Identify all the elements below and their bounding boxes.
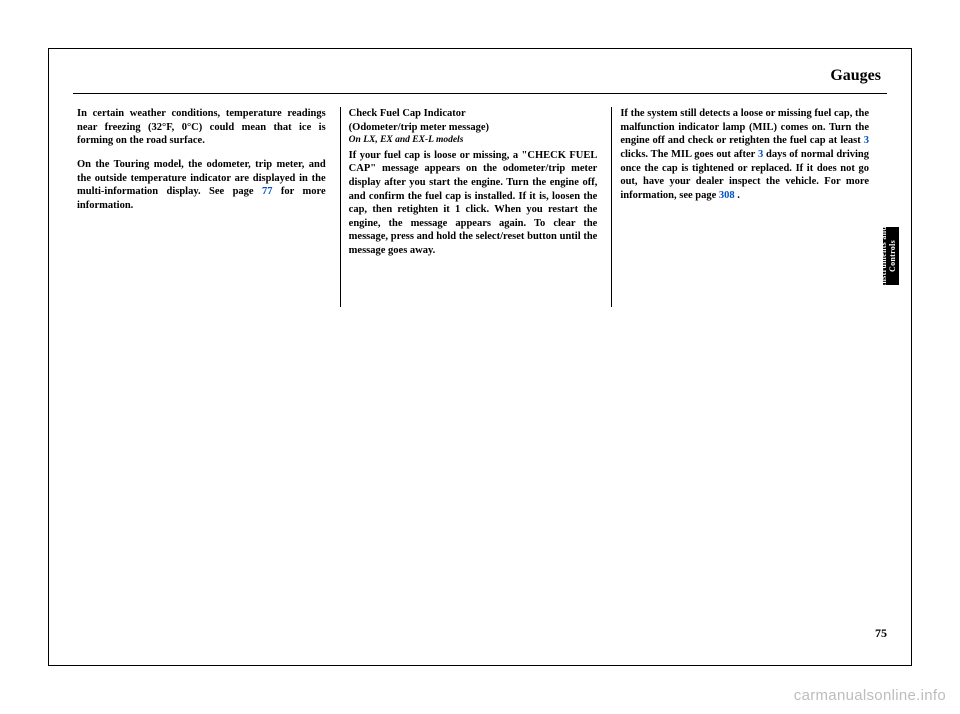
fuel-cap-heading: Check Fuel Cap Indicator [349,108,466,119]
column-2: Check Fuel Cap Indicator (Odometer/trip … [349,107,612,307]
fuel-cap-subheading: (Odometer/trip meter message) [349,122,489,133]
page-number: 75 [875,626,887,641]
column-divider-2 [611,107,612,307]
watermark: carmanualsonline.info [794,687,946,704]
content-columns: In certain weather conditions, temperatu… [77,107,883,307]
col2-heading: Check Fuel Cap Indicator (Odometer/trip … [349,107,598,134]
page-link-308[interactable]: 308 [719,190,735,201]
header-title: Gauges [830,67,881,85]
col3-text-a: If the system still detects a loose or m… [620,108,869,146]
link-3-clicks: 3 [864,135,869,146]
col1-para1: In certain weather conditions, temperatu… [77,107,326,148]
header-rule [73,93,887,94]
col3-para1: If the system still detects a loose or m… [620,107,869,202]
col1-para2: On the Touring model, the odometer, trip… [77,158,326,213]
page-link-77[interactable]: 77 [262,186,273,197]
col3-text-b: clicks. The MIL goes out after [620,149,758,160]
col3-text-d: . [735,190,740,201]
column-3: If the system still detects a loose or m… [620,107,883,307]
model-note: On LX, EX and EX-L models [349,134,598,146]
page-frame: Gauges In certain weather conditions, te… [48,48,912,666]
column-1: In certain weather conditions, temperatu… [77,107,340,307]
column-divider-1 [340,107,341,307]
section-tab-label: Instruments and Controls [879,217,897,295]
col2-para1: If your fuel cap is loose or missing, a … [349,149,598,258]
